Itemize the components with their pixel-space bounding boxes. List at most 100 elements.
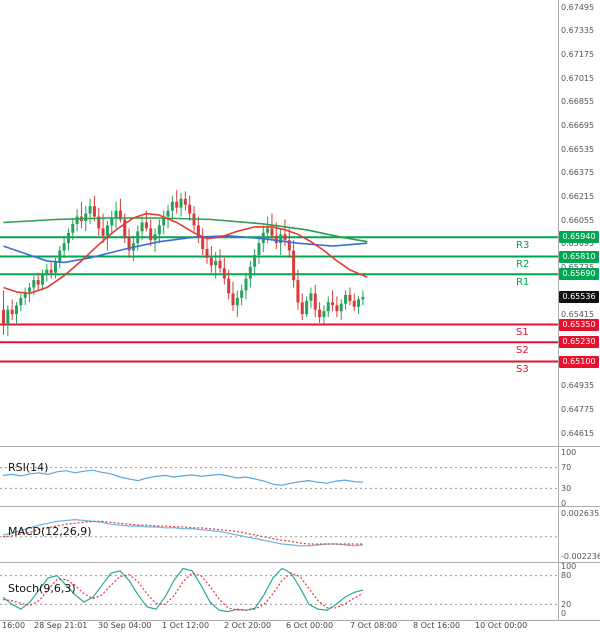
candle-body	[305, 300, 309, 315]
time-axis-label: 16:00	[2, 621, 26, 630]
candle-body	[27, 287, 31, 292]
stoch-d-line	[2, 572, 364, 611]
candle-body	[149, 228, 153, 241]
rsi-line	[2, 469, 364, 486]
candle-body	[75, 216, 79, 224]
time-axis-label: 30 Sep 04:00	[98, 621, 152, 630]
candle-body	[313, 293, 317, 310]
candle-body	[2, 309, 5, 325]
candle-body	[292, 250, 296, 281]
candle-body	[127, 237, 131, 251]
candle-body	[14, 305, 18, 315]
candle-body	[240, 290, 244, 298]
candle-body	[32, 280, 36, 288]
candle-body	[36, 280, 40, 285]
candle-body	[88, 206, 92, 214]
candle-body	[71, 223, 75, 233]
candle-body	[270, 228, 274, 236]
candle-body	[23, 291, 27, 298]
candle-body	[92, 206, 96, 217]
candle-body	[118, 210, 122, 220]
candle-body	[279, 234, 283, 244]
candle-body	[175, 201, 179, 208]
candle-body	[253, 254, 257, 267]
candle-body	[123, 219, 127, 238]
candle-body	[287, 240, 291, 251]
time-axis-label: 7 Oct 08:00	[350, 621, 398, 630]
candle-body	[352, 300, 356, 307]
time-axis-label: 2 Oct 20:00	[224, 621, 272, 630]
candle-body	[162, 216, 166, 226]
candle-body	[357, 299, 361, 307]
candle-body	[296, 280, 300, 303]
candle-body	[196, 225, 200, 238]
candle-body	[62, 243, 66, 251]
candle-body	[166, 210, 170, 217]
candle-body	[84, 213, 88, 221]
macd-line	[2, 518, 364, 547]
candle-body	[309, 293, 313, 301]
candle-body	[97, 216, 101, 229]
candle-body	[105, 225, 109, 236]
signal-line	[2, 520, 363, 545]
candle-body	[274, 235, 278, 244]
candle-body	[227, 278, 231, 294]
candle-body	[114, 210, 118, 219]
candle-body	[153, 234, 157, 241]
candle-body	[58, 250, 62, 263]
candle-body	[339, 303, 343, 312]
candle-body	[235, 297, 239, 306]
candle-body	[218, 260, 222, 269]
slow-ma-line	[3, 217, 368, 243]
time-axis-label: 10 Oct 00:00	[475, 621, 528, 630]
time-axis-label: 6 Oct 00:00	[286, 621, 334, 630]
candle-body	[101, 228, 105, 236]
time-axis: 16:00 28 Sep 21:01 30 Sep 04:00 1 Oct 12:00…	[0, 620, 600, 632]
candle-body	[201, 237, 205, 250]
candle-body	[49, 269, 53, 273]
candle-body	[335, 305, 339, 312]
time-axis-label: 28 Sep 21:01	[34, 621, 88, 630]
stoch-k-line	[2, 567, 364, 613]
candle-body	[231, 293, 235, 306]
candle-body	[326, 302, 330, 312]
candle-body	[257, 243, 261, 255]
candle-body	[110, 218, 114, 226]
candle-body	[188, 204, 192, 214]
candle-body	[318, 309, 322, 318]
candle-body	[222, 268, 226, 279]
candle-body	[283, 234, 287, 241]
candle-body	[209, 257, 213, 266]
candle-body	[45, 269, 49, 275]
candle-body	[144, 222, 148, 229]
candle-body	[244, 278, 248, 291]
candle-body	[322, 311, 326, 318]
candle-body	[331, 302, 335, 306]
candle-body	[214, 260, 218, 266]
candle-body	[10, 309, 14, 315]
fast-ma-line	[3, 212, 368, 295]
candle-body	[266, 228, 270, 233]
time-axis-label: 1 Oct 12:00	[162, 621, 210, 630]
candle-body	[136, 231, 140, 244]
candle-body	[40, 274, 44, 285]
candle-body	[19, 297, 23, 306]
candle-body	[140, 222, 144, 232]
candle-body	[205, 249, 209, 258]
candle-body	[53, 262, 57, 273]
candle-body	[344, 294, 348, 304]
candle-body	[157, 225, 161, 235]
candle-body	[179, 198, 183, 208]
candle-body	[361, 296, 365, 300]
candle-body	[248, 266, 252, 279]
candle-body	[348, 294, 352, 301]
time-axis-label: 8 Oct 16:00	[413, 621, 461, 630]
candle-body	[183, 198, 187, 205]
candle-body	[300, 302, 304, 315]
candle-body	[66, 232, 70, 244]
candle-body	[170, 201, 174, 211]
mid-ma-line	[3, 234, 368, 264]
candle-body	[6, 309, 10, 325]
